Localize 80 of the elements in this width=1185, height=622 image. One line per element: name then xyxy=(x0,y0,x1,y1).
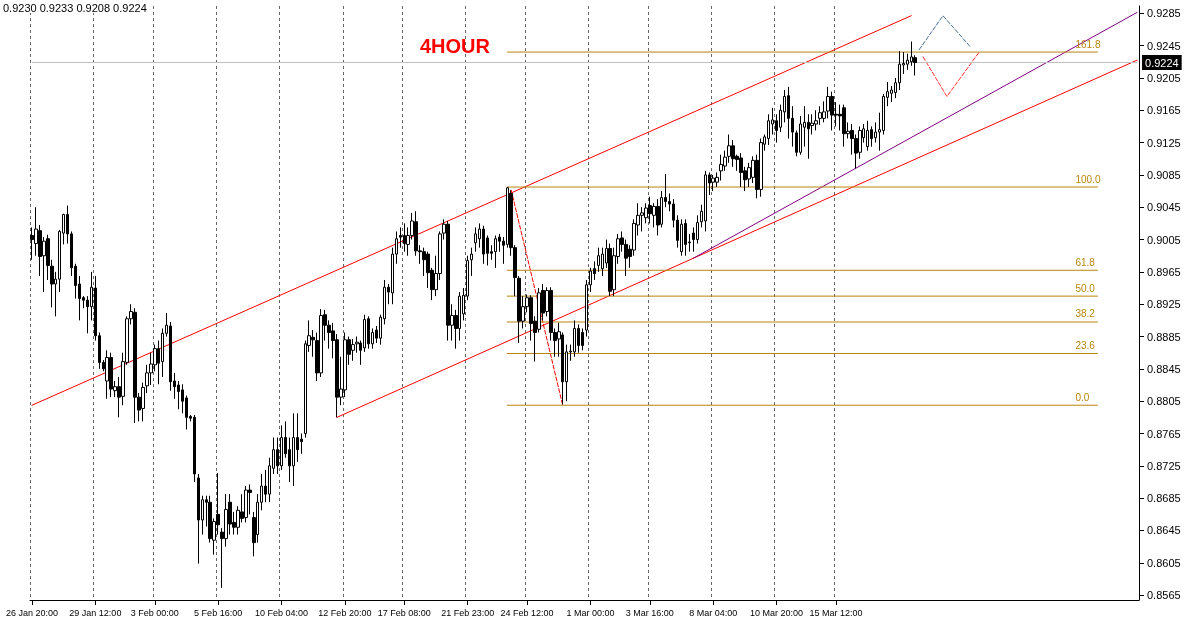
candlestick xyxy=(648,196,652,224)
y-tick-label: 0.8845 xyxy=(1147,362,1181,375)
y-tick-label: 0.8805 xyxy=(1147,395,1181,408)
y-tick-label: 0.9005 xyxy=(1147,233,1181,246)
x-tick-label: 1 Mar 00:00 xyxy=(566,607,615,618)
series-label: 23.6 xyxy=(1075,340,1096,352)
ref-line-label: 0.9224 xyxy=(1145,56,1179,69)
x-tick-label: 17 Feb 08:00 xyxy=(377,607,431,618)
y-tick-label: 0.9205 xyxy=(1147,71,1181,84)
candlestick xyxy=(597,247,600,273)
y-tick-label: 0.8565 xyxy=(1147,589,1181,602)
candlestick xyxy=(292,412,295,487)
annotation: 0.9230 0.9233 0.9208 0.9224 xyxy=(3,1,147,14)
candlestick xyxy=(818,105,822,126)
candlestick xyxy=(870,125,873,148)
candlestick xyxy=(105,349,109,400)
candlestick xyxy=(482,225,485,265)
y-tick-label: 0.9285 xyxy=(1147,7,1181,20)
annotation: 4HOUR xyxy=(420,35,491,57)
y-tick-label: 0.9125 xyxy=(1147,136,1181,149)
candlestick xyxy=(866,120,869,152)
candlestick xyxy=(403,222,406,253)
candlestick xyxy=(814,109,818,131)
x-tick-label: 10 Mar 20:00 xyxy=(750,607,804,618)
candlestick xyxy=(197,473,200,565)
candlestick xyxy=(319,308,323,378)
x-tick-label: 10 Feb 04:00 xyxy=(254,607,309,618)
y-tick-label: 0.8885 xyxy=(1147,330,1181,343)
x-tick-label: 5 Feb 16:00 xyxy=(194,607,243,618)
candlestick xyxy=(830,91,834,131)
series-label: 61.8 xyxy=(1075,256,1096,268)
x-tick-label: 26 Jan 20:00 xyxy=(5,607,58,618)
x-tick-label: 24 Feb 12:00 xyxy=(500,607,554,618)
series-label: 0.0 xyxy=(1075,391,1090,403)
candlestick xyxy=(640,206,644,232)
candlestick xyxy=(577,323,580,354)
candlestick xyxy=(494,235,497,269)
x-tick-label: 3 Feb 00:00 xyxy=(130,607,179,618)
y-tick-label: 0.9045 xyxy=(1147,201,1181,214)
candlestick xyxy=(367,315,370,350)
x-tick-label: 3 Mar 16:00 xyxy=(625,607,674,618)
y-tick-label: 0.8965 xyxy=(1147,265,1181,278)
y-tick-label: 0.9085 xyxy=(1147,168,1181,181)
series-label: 38.2 xyxy=(1075,308,1096,320)
candlestick xyxy=(711,174,715,192)
y-tick-label: 0.8645 xyxy=(1147,524,1181,537)
candlestick xyxy=(704,170,707,232)
y-tick-label: 0.9165 xyxy=(1147,104,1181,117)
candlestick xyxy=(759,138,763,198)
x-tick-label: 29 Jan 12:00 xyxy=(69,607,122,618)
candlestick xyxy=(573,319,576,358)
y-tick-label: 0.8765 xyxy=(1147,427,1181,440)
y-tick-label: 0.8925 xyxy=(1147,298,1181,311)
candlestick xyxy=(280,424,283,471)
candlestick xyxy=(581,327,584,351)
candlestick xyxy=(351,338,355,362)
x-tick-label: 12 Feb 20:00 xyxy=(318,607,372,618)
candlestick xyxy=(109,352,113,398)
candlestick xyxy=(608,243,612,297)
candlestick xyxy=(399,226,402,249)
candlestick xyxy=(193,414,196,483)
candlestick xyxy=(684,218,687,257)
series-label: 100.0 xyxy=(1075,173,1101,185)
candlestick xyxy=(470,247,473,277)
candlestick xyxy=(133,307,137,424)
candlestick xyxy=(739,152,743,188)
y-tick-label: 0.8685 xyxy=(1147,492,1181,505)
y-tick-label: 0.8605 xyxy=(1147,556,1181,569)
y-tick-label: 0.9245 xyxy=(1147,39,1181,52)
candlestick xyxy=(680,218,683,257)
x-tick-label: 15 Mar 12:00 xyxy=(809,607,863,618)
candlestick xyxy=(474,226,477,253)
candlestick xyxy=(244,485,248,523)
candlestick xyxy=(842,104,846,148)
x-tick-label: 21 Feb 23:00 xyxy=(441,607,495,618)
x-tick-label: 8 Mar 04:00 xyxy=(689,607,738,618)
series-label: 50.0 xyxy=(1075,282,1096,294)
series-label: 161.8 xyxy=(1075,38,1101,50)
candlestick xyxy=(446,220,450,342)
y-tick-label: 0.8725 xyxy=(1147,459,1181,472)
